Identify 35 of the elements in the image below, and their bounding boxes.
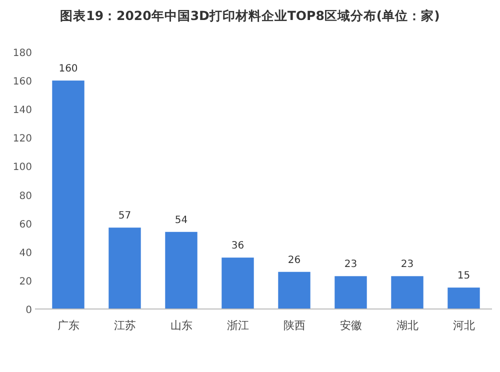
bar — [52, 80, 84, 309]
data-label: 23 — [400, 259, 414, 270]
y-tick-label: 140 — [12, 105, 32, 116]
chart-title: 图表19：2020年中国3D打印材料企业TOP8区域分布(单位：家) — [60, 8, 440, 23]
y-tick-label: 0 — [26, 305, 32, 316]
data-label: 57 — [118, 210, 132, 222]
x-tick-label: 江苏 — [114, 319, 136, 332]
bar — [391, 276, 424, 309]
x-tick-label: 湖北 — [396, 319, 418, 332]
x-tick-label: 广东 — [57, 319, 80, 332]
data-label: 23 — [344, 259, 358, 270]
y-tick-label: 100 — [12, 162, 32, 174]
data-label: 26 — [288, 254, 301, 266]
data-label: 15 — [457, 270, 470, 282]
y-tick-label: 80 — [19, 190, 32, 202]
x-tick-label: 陕西 — [283, 319, 306, 332]
bar — [278, 272, 310, 309]
bar — [448, 288, 480, 309]
x-tick-label: 浙江 — [226, 319, 249, 332]
x-tick-label: 河北 — [452, 319, 475, 332]
y-tick-label: 20 — [19, 276, 32, 288]
data-label: 160 — [58, 64, 78, 75]
bar — [108, 228, 141, 309]
y-tick-label: 160 — [12, 76, 32, 88]
x-tick-label: 安徽 — [340, 319, 362, 332]
bar — [334, 276, 367, 309]
y-tick-label: 60 — [19, 219, 32, 230]
bar — [222, 258, 254, 309]
x-tick-label: 山东 — [170, 319, 192, 332]
y-tick-label: 180 — [12, 48, 32, 59]
y-tick-label: 40 — [19, 248, 32, 259]
data-label: 54 — [174, 214, 188, 226]
y-tick-label: 120 — [12, 134, 32, 145]
bar — [165, 232, 198, 309]
data-label: 36 — [231, 240, 244, 252]
